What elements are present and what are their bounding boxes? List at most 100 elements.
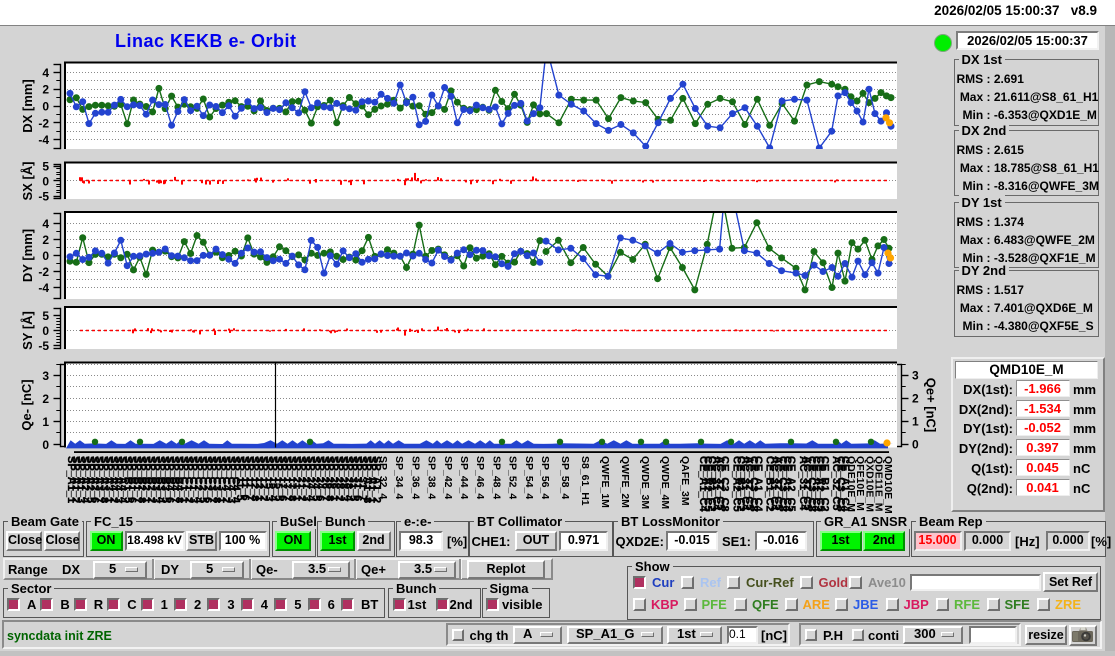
svg-text:-2: -2	[38, 116, 49, 130]
svg-text:DY [mm]: DY [mm]	[20, 229, 35, 282]
svg-text:CE_A2_C5: CE_A2_C5	[730, 456, 742, 512]
svg-text:SP_A2_5: SP_A2_5	[84, 456, 96, 503]
svg-text:2: 2	[912, 392, 919, 406]
svg-text:CE_A1_C4: CE_A1_C4	[752, 456, 764, 513]
svg-text:SP_17_7: SP_17_7	[281, 456, 293, 501]
svg-text:SP_A4_3: SP_A4_3	[112, 456, 124, 503]
svg-text:SP_31_6: SP_31_6	[352, 456, 364, 501]
svg-text:SP_B4_8: SP_B4_8	[173, 456, 185, 503]
svg-text:QMD10E_M: QMD10E_M	[882, 456, 894, 514]
svg-text:CE_B1_C2: CE_B1_C2	[735, 456, 747, 512]
svg-text:SP_11_7: SP_11_7	[244, 456, 256, 501]
svg-text:Qe+ [nC]: Qe+ [nC]	[924, 378, 939, 433]
svg-text:CE_A1_C4: CE_A1_C4	[810, 456, 822, 513]
svg-text:AC_32_C5: AC_32_C5	[801, 456, 813, 510]
svg-text:SP_31_5: SP_31_5	[347, 456, 359, 501]
svg-text:SP_B1_5: SP_B1_5	[121, 456, 133, 503]
svg-text:1: 1	[42, 415, 49, 429]
svg-text:SP_B1_7: SP_B1_7	[131, 456, 143, 503]
svg-text:SP_A2_4: SP_A2_4	[79, 456, 91, 504]
svg-text:0: 0	[42, 324, 49, 338]
svg-text:SP_B3_5: SP_B3_5	[159, 456, 171, 503]
svg-text:CE_B1_C2: CE_B1_C2	[764, 456, 776, 512]
svg-text:SP_A4_2: SP_A4_2	[107, 456, 119, 503]
svg-text:QDE11E_M: QDE11E_M	[873, 456, 885, 512]
svg-text:SP_A2_6: SP_A2_6	[89, 456, 101, 503]
svg-text:1: 1	[912, 415, 919, 429]
svg-text:SP_28_3: SP_28_3	[338, 456, 350, 501]
svg-text:5: 5	[42, 309, 49, 323]
svg-text:2: 2	[42, 83, 49, 97]
svg-text:SP_C2_6: SP_C2_6	[201, 456, 213, 503]
svg-text:SP_B3_3: SP_B3_3	[150, 456, 162, 503]
svg-text:SP_26_1: SP_26_1	[328, 456, 340, 501]
svg-text:SP_15_4: SP_15_4	[267, 456, 279, 502]
svg-text:SP_A3_1: SP_A3_1	[103, 456, 115, 503]
svg-text:SP_11_5: SP_11_5	[234, 456, 246, 501]
svg-text:SP_12_1: SP_12_1	[253, 456, 265, 501]
svg-text:3: 3	[42, 369, 49, 383]
svg-text:SP_48_4: SP_48_4	[490, 456, 502, 499]
svg-text:SP_C4_2: SP_C4_2	[220, 456, 232, 503]
svg-text:-5: -5	[38, 339, 49, 353]
svg-text:SP_B2_8: SP_B2_8	[136, 456, 148, 503]
svg-text:SP_24_5: SP_24_5	[309, 456, 321, 501]
svg-text:SP_21_2: SP_21_2	[295, 456, 307, 501]
svg-text:CE_C3_C8: CE_C3_C8	[806, 456, 818, 512]
svg-text:AC_32_C5: AC_32_C5	[714, 456, 726, 510]
svg-text:SX [Å]: SX [Å]	[20, 162, 35, 201]
svg-text:SP_24_6: SP_24_6	[314, 456, 326, 501]
svg-text:SP_38_4: SP_38_4	[426, 456, 438, 499]
svg-text:4: 4	[42, 66, 49, 80]
svg-text:SP_A1_8: SP_A1_8	[361, 456, 373, 503]
svg-text:0: 0	[42, 249, 49, 263]
svg-text:SP_A1_2: SP_A1_2	[70, 456, 82, 503]
svg-text:SP_15_5: SP_15_5	[272, 456, 284, 501]
svg-text:CE_B1_C2: CE_B1_C2	[706, 456, 718, 512]
svg-text:QFE10E_M: QFE10E_M	[854, 456, 866, 511]
svg-text:CE_A2_C5: CE_A2_C5	[701, 456, 713, 512]
svg-text:SP_56_4: SP_56_4	[539, 456, 551, 499]
svg-text:SP_C4_4: SP_C4_4	[230, 456, 242, 504]
svg-text:SP_32_4: SP_32_4	[377, 456, 389, 499]
svg-text:AC_31_C4: AC_31_C4	[739, 456, 751, 511]
svg-text:SP_C2_5: SP_C2_5	[197, 456, 209, 503]
svg-text:SP_B4_7: SP_B4_7	[168, 456, 180, 503]
svg-text:SP_A1_1: SP_A1_1	[366, 456, 378, 503]
svg-text:SP_26_8: SP_26_8	[324, 456, 336, 501]
svg-text:SP_A1_3: SP_A1_3	[74, 456, 86, 503]
svg-text:SP_58_4: SP_58_4	[559, 456, 571, 499]
svg-text:SP_21_1: SP_21_1	[291, 456, 303, 501]
svg-text:SP_42_4: SP_42_4	[442, 456, 454, 499]
svg-text:AC_31_C4: AC_31_C4	[797, 456, 809, 511]
svg-text:SP_B2_1: SP_B2_1	[140, 456, 152, 503]
svg-text:2: 2	[42, 392, 49, 406]
svg-text:0: 0	[42, 438, 49, 452]
svg-text:S8_61_H1: S8_61_H1	[579, 456, 591, 506]
svg-text:SP_C2_4: SP_C2_4	[192, 456, 204, 504]
svg-text:CE_B1_C2: CE_B1_C2	[818, 456, 830, 512]
svg-text:AC_32_C5: AC_32_C5	[830, 456, 842, 510]
svg-text:Qe- [nC]: Qe- [nC]	[19, 379, 34, 430]
svg-text:SP_C1_3: SP_C1_3	[187, 456, 199, 503]
svg-text:5: 5	[42, 160, 49, 174]
svg-text:-2: -2	[38, 265, 49, 279]
svg-text:QWFE_1M: QWFE_1M	[599, 456, 611, 508]
svg-text:DX [mm]: DX [mm]	[20, 79, 35, 132]
svg-text:SP_54_4: SP_54_4	[523, 456, 535, 499]
svg-text:2: 2	[42, 233, 49, 247]
svg-text:CE_A1_C4: CE_A1_C4	[781, 456, 793, 513]
svg-text:SP_C1_2: SP_C1_2	[183, 456, 195, 503]
svg-text:AC_32_C5: AC_32_C5	[743, 456, 755, 510]
svg-text:CE_C3_C8: CE_C3_C8	[719, 456, 731, 512]
svg-text:SP_A4_4: SP_A4_4	[117, 456, 129, 504]
svg-text:SP_B4_6: SP_B4_6	[164, 456, 176, 503]
svg-text:SP_28_2: SP_28_2	[333, 456, 345, 501]
svg-text:AC_31_C4: AC_31_C4	[710, 456, 722, 511]
svg-text:SP_C3_7: SP_C3_7	[206, 456, 218, 503]
svg-text:SP_C1_1: SP_C1_1	[178, 456, 190, 503]
svg-text:SP_C3_8: SP_C3_8	[211, 456, 223, 503]
svg-text:AC_32_C5: AC_32_C5	[772, 456, 784, 510]
svg-text:0: 0	[42, 175, 49, 189]
svg-text:-5: -5	[38, 190, 49, 204]
